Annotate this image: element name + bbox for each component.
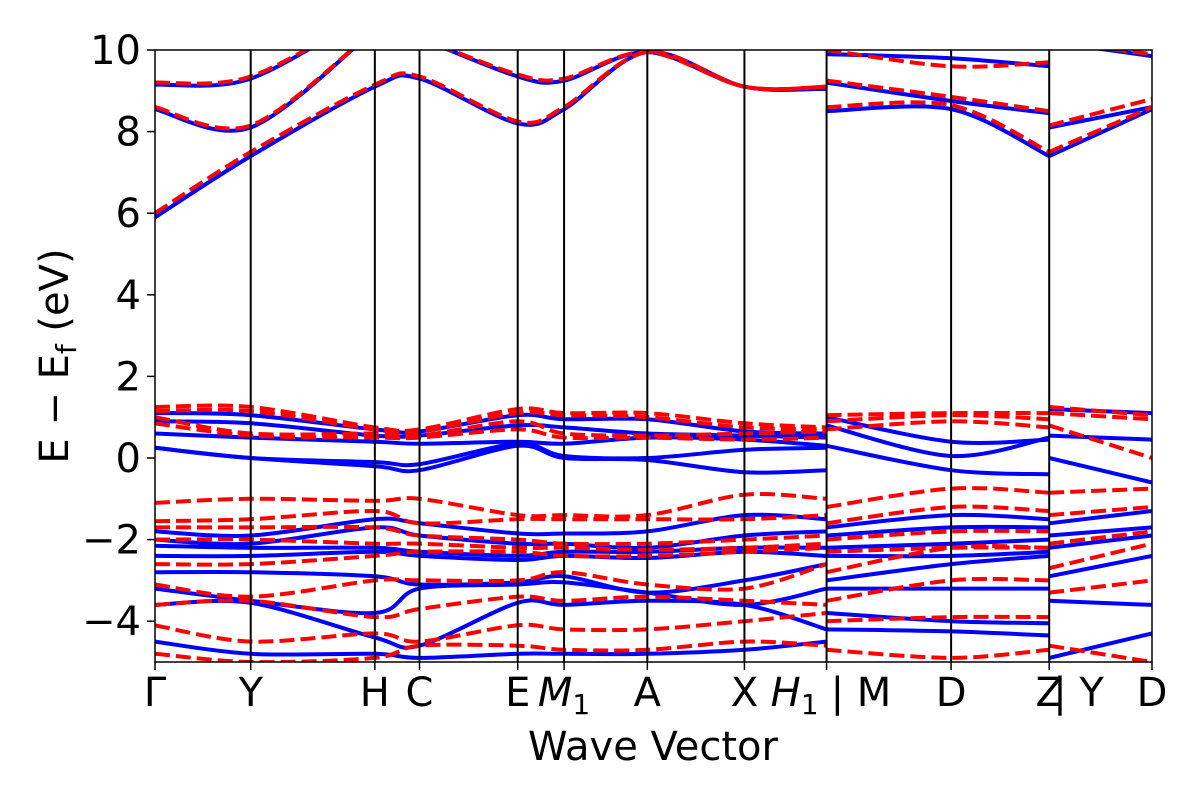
x-tick-label-main: H bbox=[771, 670, 801, 716]
solid-band-line bbox=[155, 441, 827, 468]
dashed-band-line bbox=[445, 50, 827, 92]
dashed-band-line bbox=[1049, 411, 1152, 422]
x-tick-label: Z bbox=[1036, 670, 1063, 716]
dashed-band-line bbox=[1048, 541, 1152, 571]
y-axis-title-main: E − E bbox=[32, 354, 78, 464]
dashed-band-line bbox=[155, 407, 827, 435]
dashed-band-line bbox=[155, 492, 827, 519]
dashed-band-line bbox=[1048, 105, 1152, 154]
x-tick-label-sub: 1 bbox=[801, 688, 819, 721]
y-axis-title-sub: f bbox=[50, 343, 83, 354]
x-tick-label: D bbox=[936, 670, 967, 716]
x-tick-label-main: M bbox=[538, 670, 573, 716]
dashed-band-line bbox=[826, 504, 1050, 526]
dashed-band-line bbox=[1048, 643, 1152, 662]
dashed-band-line bbox=[826, 486, 1050, 509]
dashed-band-line bbox=[155, 611, 827, 644]
x-tick-label: Y bbox=[237, 670, 263, 716]
y-axis-title: E − Ef (eV) bbox=[32, 248, 83, 463]
dashed-band-line bbox=[1048, 578, 1152, 595]
dashed-band-line bbox=[826, 614, 1050, 624]
dashed-band-line bbox=[826, 410, 1050, 418]
solid-band-line bbox=[1048, 533, 1152, 550]
solid-band-line bbox=[1049, 433, 1152, 442]
dashed-band-line bbox=[1048, 423, 1152, 460]
dashed-band-line bbox=[826, 413, 1050, 424]
x-tick-label: H bbox=[360, 670, 390, 716]
x-tick-label: A bbox=[634, 670, 662, 716]
plot-frame bbox=[154, 49, 1153, 663]
solid-band-line bbox=[826, 443, 1050, 477]
x-axis-title: Wave Vector bbox=[528, 724, 779, 770]
x-tick-label: Γ bbox=[144, 670, 167, 716]
dashed-band-line bbox=[1048, 97, 1152, 128]
y-tick-label: −2 bbox=[82, 518, 141, 564]
solid-band-line bbox=[155, 443, 827, 475]
y-tick-label: 6 bbox=[116, 191, 141, 237]
solid-band-line bbox=[1048, 631, 1152, 660]
solid-band-line bbox=[155, 50, 355, 133]
dashed-band-line bbox=[826, 100, 1051, 154]
dashed-band-line bbox=[826, 528, 1050, 542]
bands-layer bbox=[155, 50, 1152, 662]
solid-band-line bbox=[826, 627, 1050, 638]
dashed-band-line bbox=[155, 50, 310, 86]
x-tick-label-sub: 1 bbox=[572, 688, 590, 721]
y-tick-label: 4 bbox=[116, 273, 141, 319]
dashed-band-line bbox=[1049, 486, 1152, 495]
x-tick-label: C bbox=[406, 670, 434, 716]
dashed-band-line bbox=[826, 78, 1050, 114]
dashed-band-line bbox=[1049, 505, 1152, 518]
y-tick-label: 8 bbox=[116, 110, 141, 156]
solid-band-line bbox=[1049, 525, 1152, 538]
dashed-band-line bbox=[826, 50, 1050, 69]
solid-band-line bbox=[1048, 509, 1152, 526]
x-tick-label: E bbox=[505, 670, 530, 716]
x-tick-label: H1 bbox=[771, 670, 819, 721]
x-tick-label: | M bbox=[831, 670, 892, 716]
y-tick-label: 10 bbox=[90, 28, 141, 74]
solid-band-line bbox=[155, 50, 312, 88]
dashed-band-line bbox=[155, 403, 827, 434]
solid-band-line bbox=[1049, 598, 1152, 607]
dashed-band-line bbox=[1100, 50, 1152, 57]
x-tick-label: M1 bbox=[538, 670, 590, 721]
solid-band-line bbox=[1048, 553, 1152, 579]
dashed-band-line bbox=[1048, 529, 1152, 546]
dashed-band-line bbox=[826, 419, 1050, 432]
y-tick-label: 0 bbox=[116, 436, 141, 482]
x-tick-label: D bbox=[1137, 670, 1168, 716]
y-axis-title-unit: (eV) bbox=[32, 248, 78, 344]
dashed-band-line bbox=[155, 562, 828, 599]
solid-band-line bbox=[155, 598, 828, 650]
dashed-band-line bbox=[1049, 405, 1152, 418]
dashed-band-line bbox=[155, 50, 355, 131]
solid-band-line bbox=[1048, 107, 1152, 158]
solid-band-line bbox=[1048, 456, 1152, 485]
kpoint-lines bbox=[249, 50, 1051, 662]
x-tick-label: | Y bbox=[1053, 670, 1104, 716]
x-tick-label: X bbox=[731, 670, 758, 716]
y-tick-label: −4 bbox=[82, 599, 141, 645]
solid-band-line bbox=[826, 553, 1050, 583]
y-tick-label: 2 bbox=[116, 354, 141, 400]
y-axis: −4 −2 0 2 4 6 8 10 bbox=[82, 28, 155, 645]
dashed-band-line bbox=[826, 647, 1050, 660]
